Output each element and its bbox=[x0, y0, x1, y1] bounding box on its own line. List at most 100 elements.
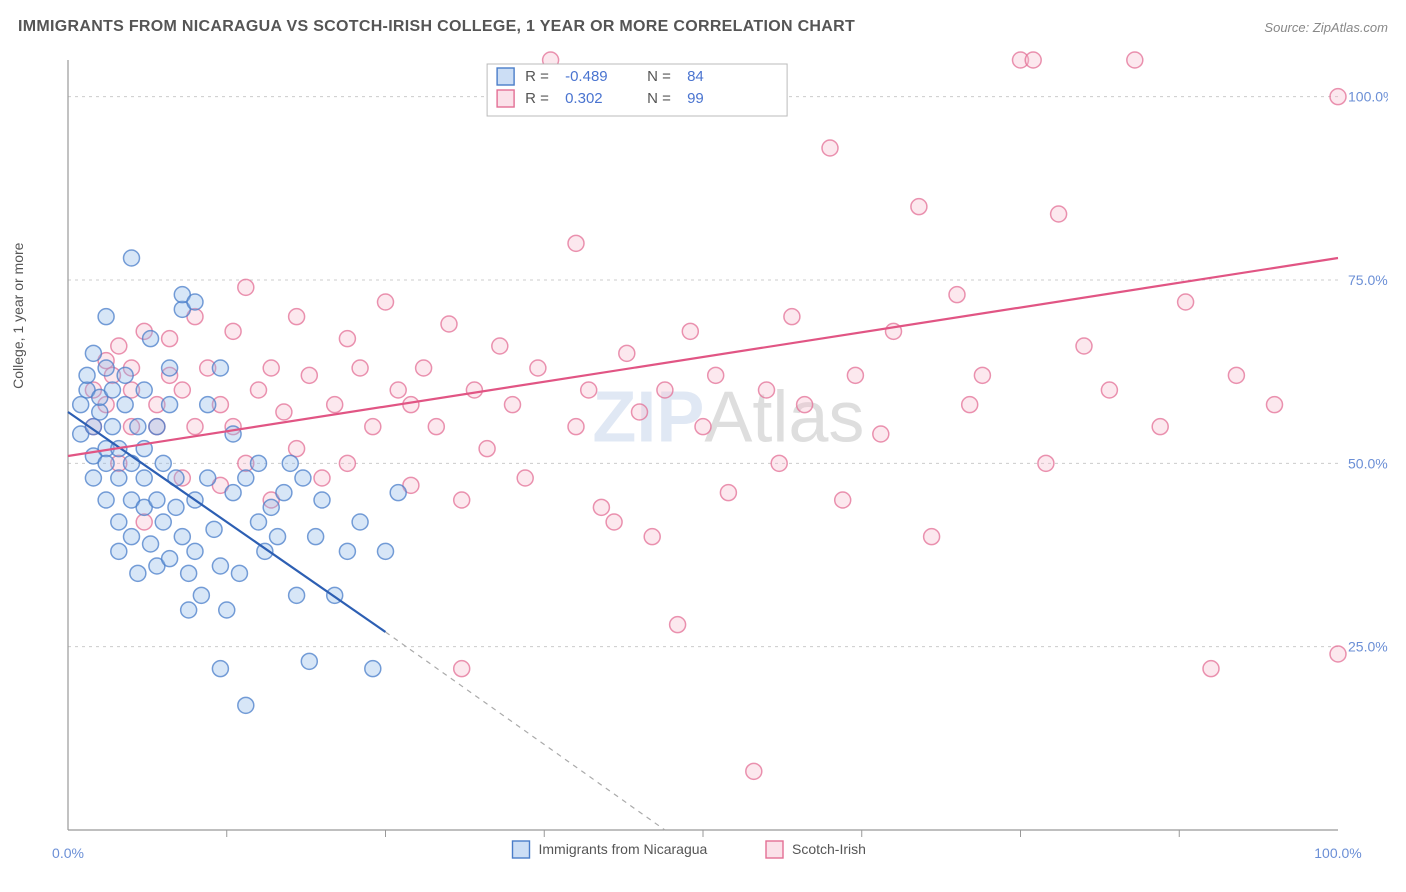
data-point bbox=[339, 455, 355, 471]
data-point bbox=[847, 367, 863, 383]
data-point bbox=[657, 382, 673, 398]
header-bar: IMMIGRANTS FROM NICARAGUA VS SCOTCH-IRIS… bbox=[18, 18, 1388, 36]
chart-container: College, 1 year or more 25.0%50.0%75.0%1… bbox=[18, 50, 1388, 874]
legend-r-value: 0.302 bbox=[565, 90, 603, 107]
data-point bbox=[682, 323, 698, 339]
data-point bbox=[1330, 89, 1346, 105]
data-point bbox=[92, 404, 108, 420]
data-point bbox=[1127, 52, 1143, 68]
y-tick-label: 50.0% bbox=[1348, 455, 1388, 471]
data-point bbox=[390, 485, 406, 501]
data-point bbox=[352, 514, 368, 530]
legend-n-label: N = bbox=[647, 90, 671, 107]
data-point bbox=[219, 602, 235, 618]
legend-series-label: Immigrants from Nicaragua bbox=[539, 841, 708, 857]
data-point bbox=[104, 419, 120, 435]
data-point bbox=[130, 565, 146, 581]
data-point bbox=[593, 499, 609, 515]
data-point bbox=[505, 397, 521, 413]
data-point bbox=[301, 653, 317, 669]
data-point bbox=[314, 492, 330, 508]
data-point bbox=[632, 404, 648, 420]
data-point bbox=[238, 470, 254, 486]
data-point bbox=[1203, 661, 1219, 677]
data-point bbox=[822, 140, 838, 156]
data-point bbox=[378, 543, 394, 559]
data-point bbox=[949, 287, 965, 303]
data-point bbox=[111, 543, 127, 559]
data-point bbox=[225, 485, 241, 501]
legend-r-label: R = bbox=[525, 68, 549, 85]
data-point bbox=[143, 331, 159, 347]
data-point bbox=[162, 360, 178, 376]
data-point bbox=[187, 419, 203, 435]
data-point bbox=[308, 529, 324, 545]
data-point bbox=[85, 470, 101, 486]
data-point bbox=[352, 360, 368, 376]
data-point bbox=[924, 529, 940, 545]
y-axis-label: College, 1 year or more bbox=[10, 243, 26, 389]
data-point bbox=[403, 397, 419, 413]
data-point bbox=[98, 492, 114, 508]
data-point bbox=[428, 419, 444, 435]
data-point bbox=[289, 309, 305, 325]
x-tick-label: 0.0% bbox=[52, 845, 84, 861]
legend-r-value: -0.489 bbox=[565, 68, 608, 85]
data-point bbox=[98, 455, 114, 471]
data-point bbox=[263, 360, 279, 376]
data-point bbox=[111, 514, 127, 530]
scatter-chart: 25.0%50.0%75.0%100.0%ZIPAtlas0.0%100.0%R… bbox=[18, 50, 1388, 870]
data-point bbox=[85, 345, 101, 361]
data-point bbox=[162, 331, 178, 347]
data-point bbox=[301, 367, 317, 383]
y-tick-label: 100.0% bbox=[1348, 89, 1388, 105]
source-label: Source: bbox=[1264, 20, 1309, 35]
data-point bbox=[187, 543, 203, 559]
data-point bbox=[136, 514, 152, 530]
data-point bbox=[797, 397, 813, 413]
chart-title: IMMIGRANTS FROM NICARAGUA VS SCOTCH-IRIS… bbox=[18, 18, 855, 36]
data-point bbox=[289, 587, 305, 603]
data-point bbox=[212, 661, 228, 677]
data-point bbox=[1101, 382, 1117, 398]
data-point bbox=[124, 529, 140, 545]
data-point bbox=[835, 492, 851, 508]
data-point bbox=[619, 345, 635, 361]
data-point bbox=[1038, 455, 1054, 471]
data-point bbox=[568, 235, 584, 251]
data-point bbox=[130, 419, 146, 435]
data-point bbox=[98, 360, 114, 376]
data-point bbox=[1178, 294, 1194, 310]
data-point bbox=[79, 367, 95, 383]
data-point bbox=[149, 492, 165, 508]
data-point bbox=[365, 419, 381, 435]
y-tick-label: 25.0% bbox=[1348, 639, 1388, 655]
data-point bbox=[746, 763, 762, 779]
data-point bbox=[117, 397, 133, 413]
data-point bbox=[314, 470, 330, 486]
data-point bbox=[784, 309, 800, 325]
data-point bbox=[276, 485, 292, 501]
data-point bbox=[111, 338, 127, 354]
data-point bbox=[181, 602, 197, 618]
data-point bbox=[98, 309, 114, 325]
data-point bbox=[143, 536, 159, 552]
data-point bbox=[225, 323, 241, 339]
legend-n-label: N = bbox=[647, 68, 671, 85]
data-point bbox=[162, 551, 178, 567]
data-point bbox=[155, 455, 171, 471]
data-point bbox=[1076, 338, 1092, 354]
data-point bbox=[339, 543, 355, 559]
data-point bbox=[327, 397, 343, 413]
data-point bbox=[1025, 52, 1041, 68]
data-point bbox=[193, 587, 209, 603]
data-point bbox=[1330, 646, 1346, 662]
data-point bbox=[295, 470, 311, 486]
data-point bbox=[181, 565, 197, 581]
source-link[interactable]: ZipAtlas.com bbox=[1313, 20, 1388, 35]
data-point bbox=[270, 529, 286, 545]
data-point bbox=[873, 426, 889, 442]
data-point bbox=[670, 617, 686, 633]
data-point bbox=[339, 331, 355, 347]
data-point bbox=[168, 499, 184, 515]
